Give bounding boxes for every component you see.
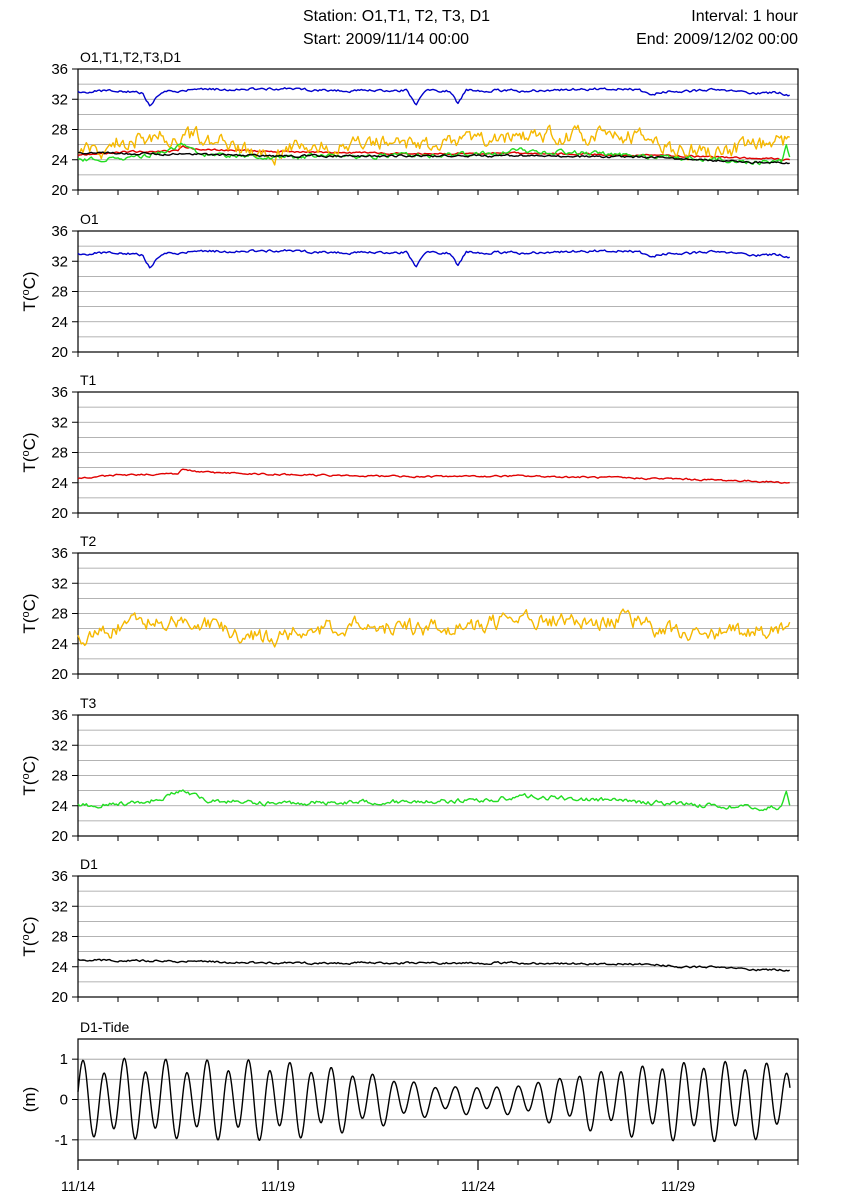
y-axis-label: T(oC) bbox=[20, 432, 39, 472]
panel-title: O1,T1,T2,T3,D1 bbox=[80, 49, 181, 65]
y-tick-label: 20 bbox=[51, 666, 68, 683]
y-tick-label: 24 bbox=[51, 152, 68, 169]
y-tick-label: 20 bbox=[51, 505, 68, 522]
y-tick-label: 36 bbox=[51, 545, 68, 562]
series-line-d1 bbox=[77, 958, 790, 972]
y-tick-label: 28 bbox=[51, 929, 68, 946]
x-tick-label: 11/19 bbox=[261, 1178, 295, 1194]
header-start: Start: 2009/11/14 00:00 bbox=[303, 31, 470, 48]
y-tick-label: 24 bbox=[51, 314, 68, 331]
y-tick-label: 20 bbox=[51, 989, 68, 1006]
y-tick-label: 0 bbox=[60, 1092, 68, 1109]
y-tick-label: 24 bbox=[51, 475, 68, 492]
panel-d1: 20 24 28 32 36 D1 T(oC) bbox=[20, 856, 799, 1006]
y-tick-label: 36 bbox=[51, 868, 68, 885]
y-axis-label: T(oC) bbox=[20, 593, 39, 633]
panel-title: T1 bbox=[80, 372, 97, 388]
header-interval: Interval: 1 hour bbox=[691, 8, 798, 25]
series-line-d1-tide bbox=[77, 1057, 791, 1143]
y-tick-label: -1 bbox=[55, 1132, 68, 1149]
series-line-o1 bbox=[77, 249, 790, 269]
x-tick-label: 11/29 bbox=[661, 1178, 695, 1194]
panel-t2: 20 24 28 32 36 T2 T(oC) bbox=[20, 533, 799, 683]
series-line-t2 bbox=[77, 608, 791, 648]
y-tick-label: 32 bbox=[51, 91, 68, 108]
panel-t1: 20 24 28 32 36 T1 T(oC) bbox=[20, 372, 799, 522]
y-tick-label: 36 bbox=[51, 384, 68, 401]
panel-o1-t1-t2-t3-d1: 20 24 28 32 36 O1,T1,T2,T3,D1 bbox=[51, 49, 799, 199]
panel-title: T2 bbox=[80, 533, 97, 549]
panel-d1-tide: -1 0 1 D1-Tide (m) 11/14 11/19 11/24 11/29 bbox=[20, 1019, 799, 1194]
y-tick-label: 36 bbox=[51, 707, 68, 724]
panel-title: O1 bbox=[80, 211, 99, 227]
y-tick-label: 36 bbox=[51, 61, 68, 78]
series-line-t3 bbox=[77, 789, 791, 812]
series-line-t2 bbox=[77, 124, 790, 166]
panel-title: D1 bbox=[80, 856, 98, 872]
y-tick-label: 20 bbox=[51, 182, 68, 199]
y-tick-label: 28 bbox=[51, 284, 68, 301]
series-line-d1 bbox=[77, 151, 790, 165]
series-line-t1 bbox=[77, 145, 790, 162]
y-axis-label: T(oC) bbox=[20, 271, 39, 311]
y-tick-label: 20 bbox=[51, 828, 68, 845]
y-tick-label: 28 bbox=[51, 606, 68, 623]
x-tick-label: 11/24 bbox=[461, 1178, 495, 1194]
y-axis-label: T(oC) bbox=[20, 916, 39, 956]
y-tick-label: 28 bbox=[51, 122, 68, 139]
y-tick-label: 24 bbox=[51, 798, 68, 815]
series-line-t3 bbox=[78, 142, 791, 166]
panel-title: T3 bbox=[80, 695, 97, 711]
panel-o1: 20 24 28 32 36 O1 T(oC) bbox=[20, 211, 799, 361]
y-tick-label: 36 bbox=[51, 223, 68, 240]
panel-title: D1-Tide bbox=[80, 1019, 129, 1035]
y-tick-label: 32 bbox=[51, 737, 68, 754]
panel-t3: 20 24 28 32 36 T3 T(oC) bbox=[20, 695, 799, 845]
y-tick-label: 32 bbox=[51, 253, 68, 270]
x-tick-label: 11/14 bbox=[61, 1178, 95, 1194]
header-end: End: 2009/12/02 00:00 bbox=[636, 31, 798, 48]
series-line-t1 bbox=[77, 468, 790, 484]
y-axis-label: (m) bbox=[20, 1087, 39, 1112]
header-station: Station: O1,T1, T2, T3, D1 bbox=[303, 8, 491, 25]
y-tick-label: 28 bbox=[51, 768, 68, 785]
y-tick-label: 1 bbox=[60, 1051, 68, 1068]
y-tick-label: 32 bbox=[51, 414, 68, 431]
y-tick-label: 32 bbox=[51, 575, 68, 592]
y-tick-label: 32 bbox=[51, 898, 68, 915]
y-axis-label: T(oC) bbox=[20, 755, 39, 795]
y-tick-label: 28 bbox=[51, 445, 68, 462]
y-tick-label: 24 bbox=[51, 959, 68, 976]
series-line-o1 bbox=[77, 87, 790, 107]
y-tick-label: 24 bbox=[51, 636, 68, 653]
y-tick-label: 20 bbox=[51, 344, 68, 361]
